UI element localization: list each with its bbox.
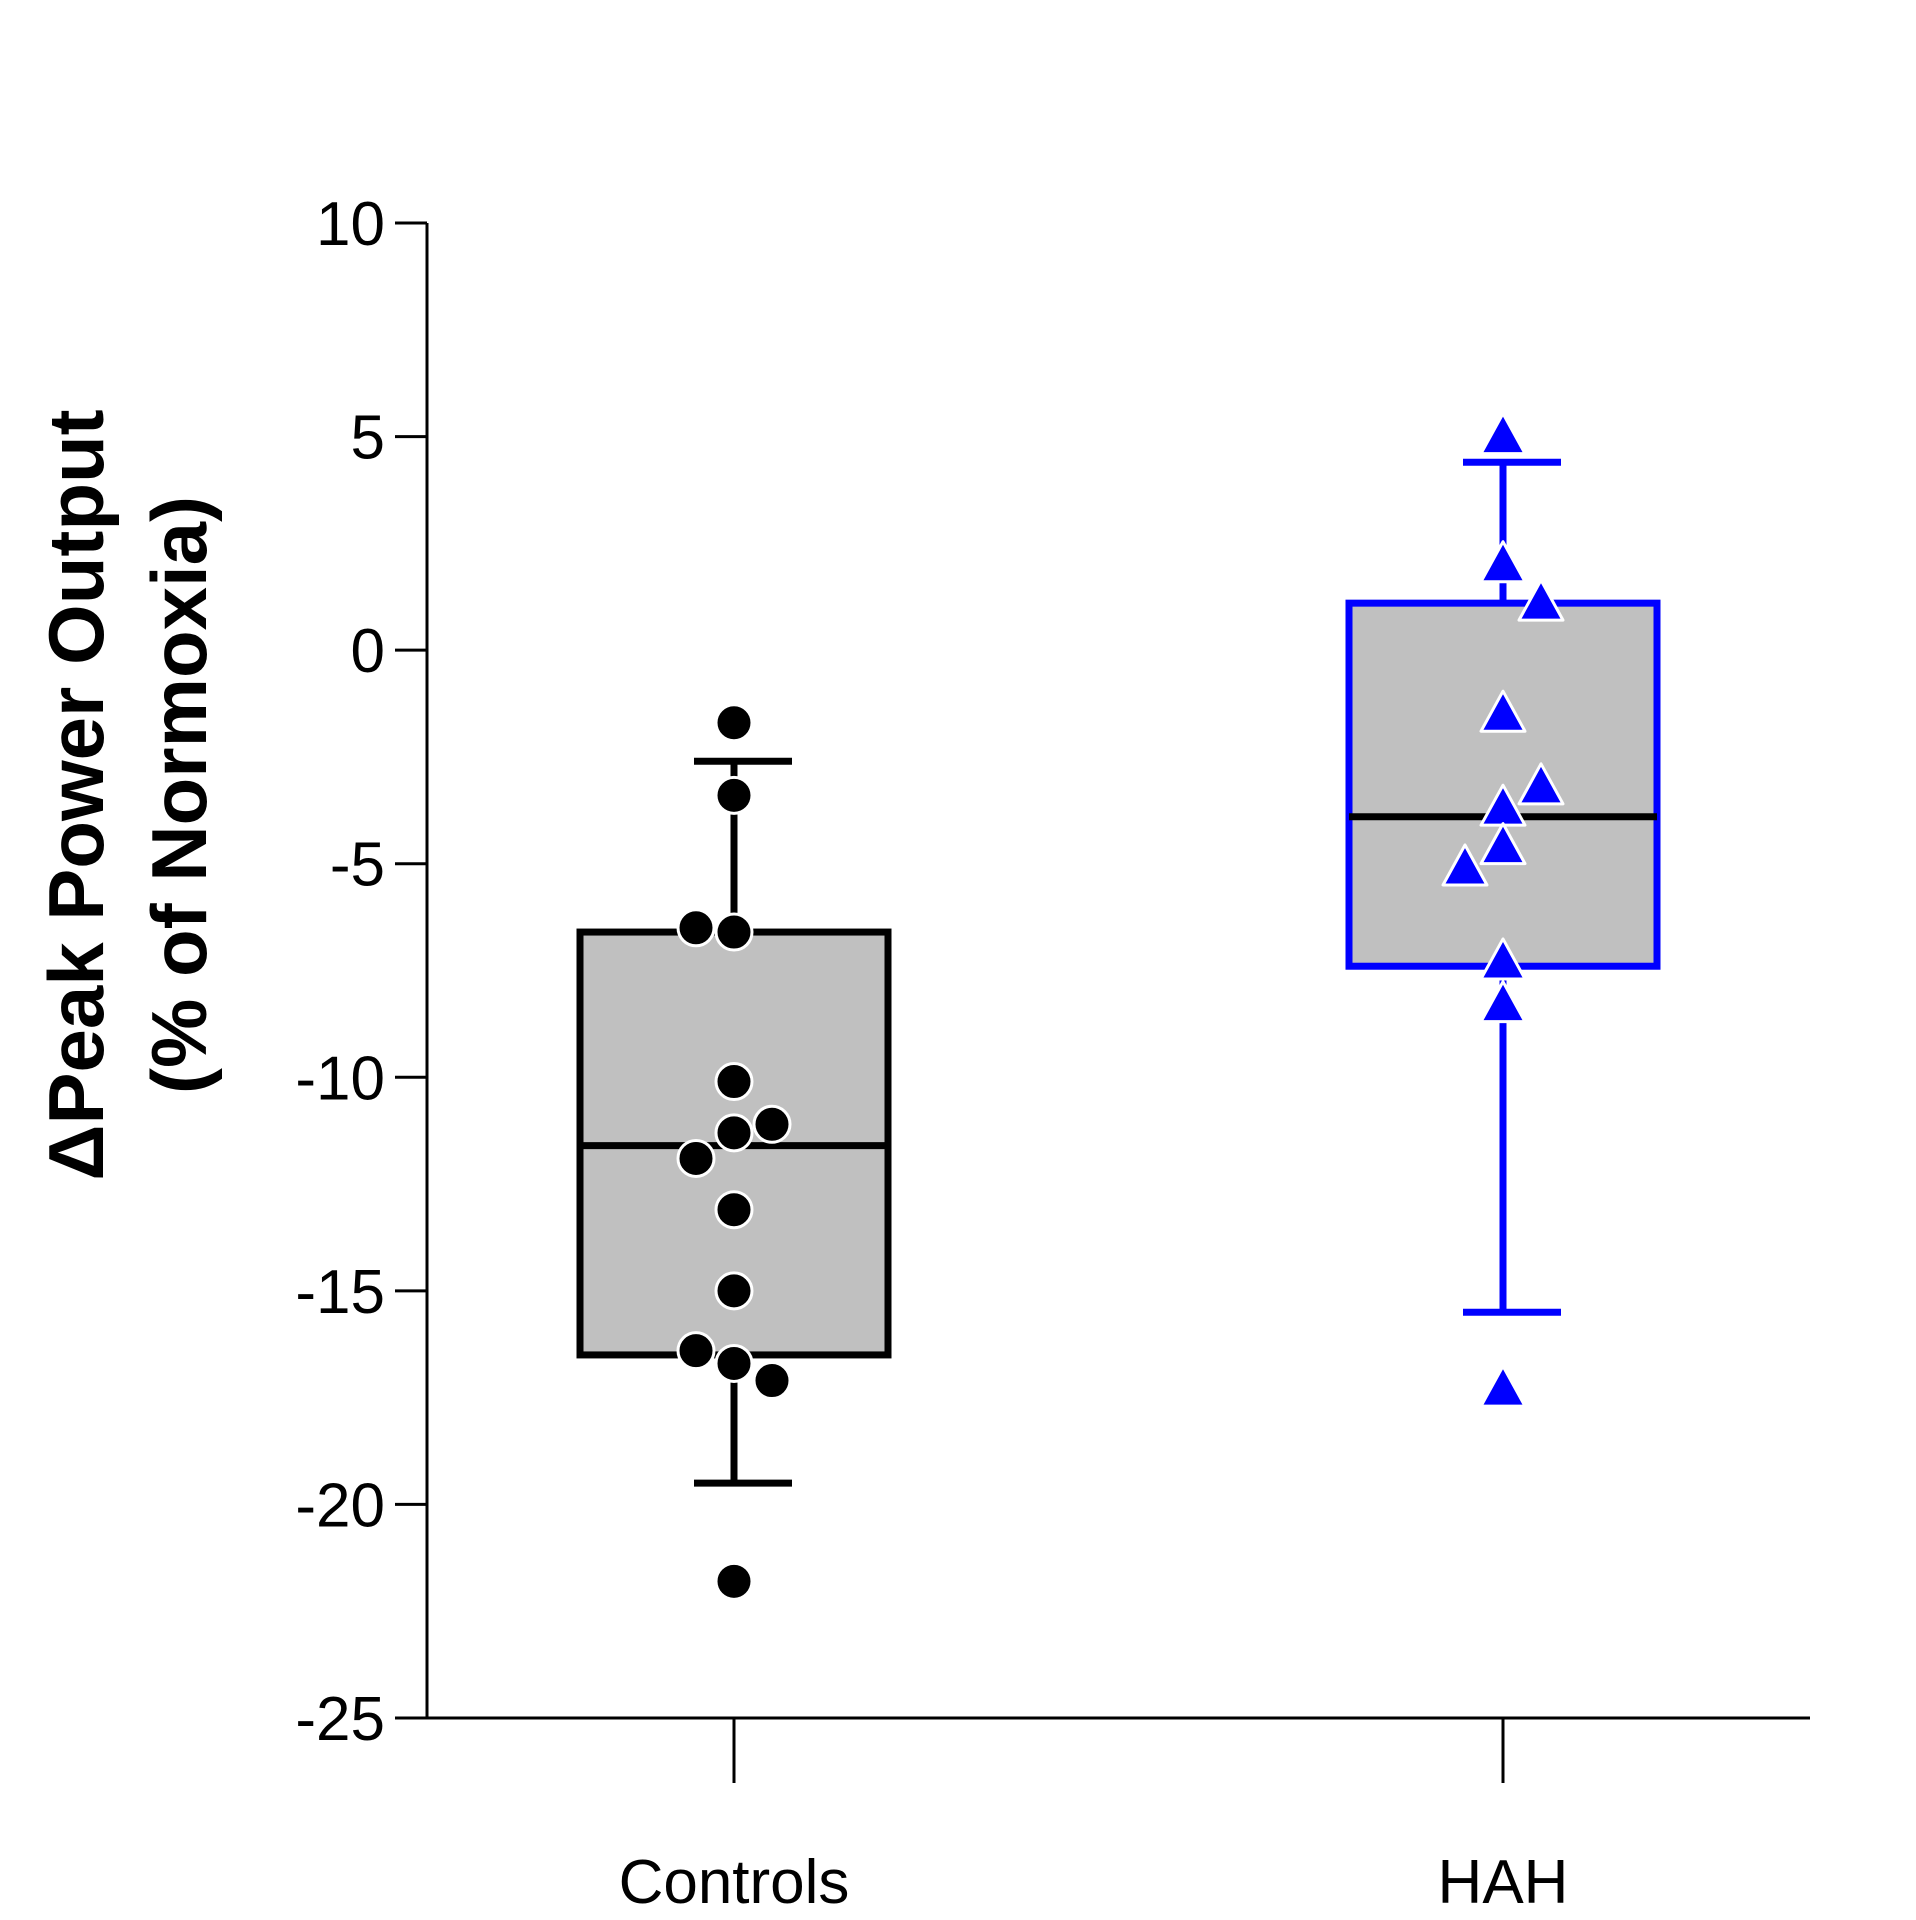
data-point [1479, 540, 1527, 584]
box-group-hah [1345, 412, 1661, 1408]
data-point [714, 1561, 754, 1601]
data-point [714, 1271, 754, 1311]
data-point [1517, 762, 1565, 806]
x-tick-label: Controls [619, 1848, 850, 1917]
data-point [1479, 980, 1527, 1024]
data-point [1517, 578, 1565, 622]
data-point [676, 1138, 716, 1178]
y-tick-label: -5 [330, 831, 385, 900]
data-point [714, 1113, 754, 1153]
data-point [1479, 822, 1527, 866]
y-axis-ticks: 10 5 0 -5 -10 -15 -20 -25 [295, 190, 427, 1754]
x-tick-label: HAH [1438, 1848, 1569, 1917]
y-tick-label: 10 [316, 190, 385, 259]
data-point [714, 1190, 754, 1230]
y-axis-title-line2: (% of Normoxia) [135, 496, 223, 1094]
box-groups [576, 412, 1661, 1601]
data-point [1479, 689, 1527, 733]
y-tick-label: -10 [295, 1044, 385, 1113]
y-tick-label: -20 [295, 1471, 385, 1540]
data-point [714, 912, 754, 952]
data-point [676, 908, 716, 948]
box-group-controls [576, 703, 892, 1601]
data-point [752, 1104, 792, 1144]
data-point [752, 1361, 792, 1401]
x-axis-ticks: Controls HAH [619, 1718, 1569, 1917]
data-point [1479, 937, 1527, 981]
data-point [714, 775, 754, 815]
data-point [1441, 843, 1489, 887]
data-point [1479, 1364, 1527, 1408]
data-point [676, 1331, 716, 1371]
y-tick-label: -15 [295, 1258, 385, 1327]
data-point [714, 1062, 754, 1102]
data-point [714, 1343, 754, 1383]
y-tick-label: 0 [351, 617, 385, 686]
data-point [714, 703, 754, 743]
y-axis-title-line1: ΔPeak Power Output [32, 409, 120, 1180]
y-axis-title: ΔPeak Power Output (% of Normoxia) [32, 409, 223, 1180]
data-point [1479, 412, 1527, 456]
y-tick-label: 5 [351, 404, 385, 473]
y-tick-label: -25 [295, 1685, 385, 1754]
